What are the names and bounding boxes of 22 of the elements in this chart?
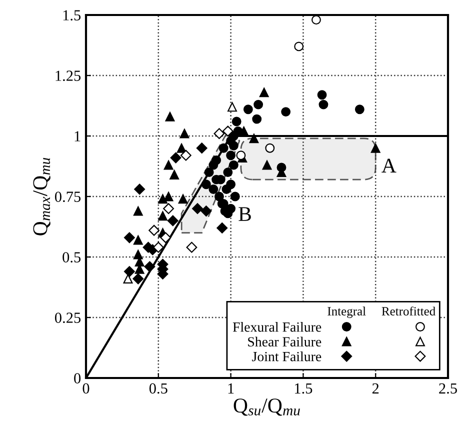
y-tick-label: 0.75 — [54, 192, 81, 202]
y-tick-label: 1.25 — [56, 70, 81, 82]
legend-label: Shear Failure — [248, 336, 322, 347]
x-tick-label: 1 — [228, 383, 234, 394]
y-tick-label: 0.5 — [62, 252, 81, 263]
x-tick-label: 0 — [82, 383, 90, 394]
x-axis-title: Q$_{su}$/Q$_{mu}$ — [234, 398, 300, 416]
y-tick-label: 1.5 — [63, 10, 81, 21]
x-tick-label: 2.5 — [439, 383, 457, 394]
y-tick-label: 1 — [74, 131, 80, 142]
y-tick-label: 0.25 — [54, 312, 81, 324]
y-axis-title: Q$_{max}$/Q$_{mu}$ — [33, 158, 50, 236]
annotation: A — [382, 158, 396, 172]
annotation: Integral — [328, 306, 366, 318]
y-tick-label: 0 — [74, 373, 81, 384]
x-tick-label: 1.5 — [294, 383, 312, 394]
legend-label: Joint Failure — [252, 352, 322, 362]
legend-label: Flexural Failure — [232, 322, 322, 332]
x-tick-label: 2 — [372, 383, 379, 394]
x-tick-label: 0.5 — [149, 383, 168, 394]
annotation: B — [238, 207, 251, 221]
annotation: Retrofitted — [382, 306, 436, 316]
